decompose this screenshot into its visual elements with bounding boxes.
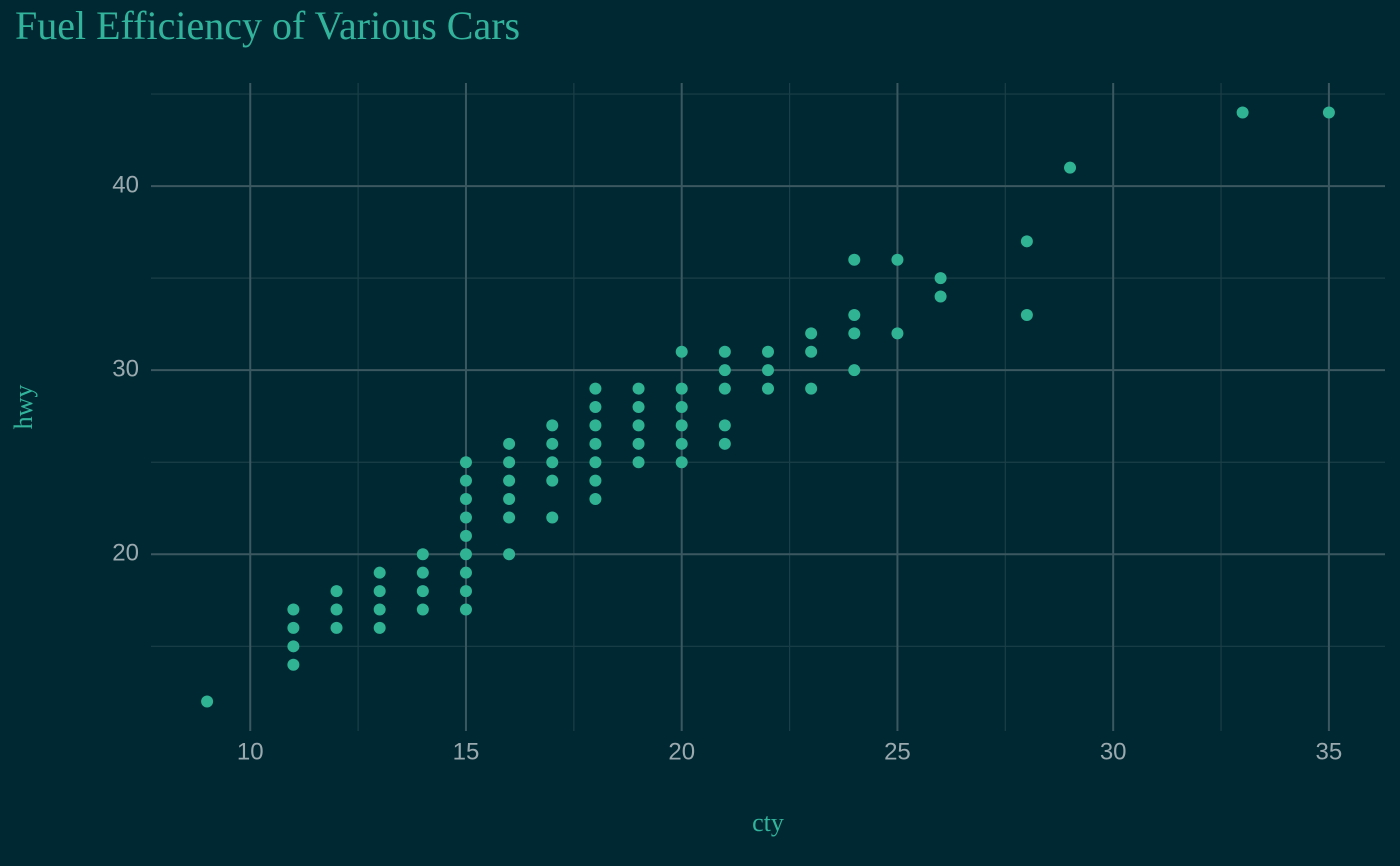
point — [762, 382, 774, 395]
point — [589, 493, 602, 506]
point — [1020, 308, 1033, 321]
point — [330, 621, 343, 634]
point — [718, 382, 731, 395]
point — [330, 585, 343, 598]
point — [330, 603, 343, 616]
point — [934, 290, 947, 303]
point — [632, 419, 645, 432]
point — [675, 382, 688, 395]
point — [201, 695, 214, 708]
chart-title: Fuel Efficiency of Various Cars — [15, 3, 520, 48]
point — [287, 621, 300, 634]
point — [1322, 106, 1335, 119]
point — [287, 640, 300, 653]
point — [1020, 235, 1033, 248]
point — [891, 253, 904, 266]
point — [675, 401, 688, 413]
point — [718, 437, 731, 450]
point — [416, 603, 429, 616]
point — [805, 327, 818, 340]
point — [287, 658, 300, 671]
point — [546, 437, 559, 450]
x-tick-label: 25 — [884, 738, 911, 765]
point — [1236, 106, 1249, 119]
point — [1064, 161, 1077, 174]
point — [632, 456, 645, 469]
point — [459, 456, 472, 469]
point — [589, 437, 602, 450]
point — [503, 493, 516, 506]
point — [762, 345, 774, 358]
point — [848, 253, 861, 266]
point — [589, 382, 602, 395]
point — [373, 585, 386, 598]
point — [416, 566, 429, 579]
point — [934, 272, 947, 285]
point — [546, 511, 559, 524]
y-tick-label: 40 — [112, 171, 139, 198]
point — [459, 566, 472, 579]
point — [546, 419, 559, 432]
x-axis-title: cty — [752, 808, 784, 837]
point — [459, 474, 472, 487]
point — [675, 345, 688, 358]
point — [459, 493, 472, 506]
point — [459, 603, 472, 616]
point — [848, 308, 861, 321]
point — [805, 382, 818, 395]
point — [762, 364, 774, 377]
point — [503, 548, 516, 561]
point — [373, 566, 386, 579]
point — [718, 419, 731, 432]
point — [459, 548, 472, 561]
point — [891, 327, 904, 340]
point — [459, 529, 472, 542]
points — [201, 106, 1335, 708]
x-tick-label: 20 — [668, 738, 695, 765]
point — [503, 437, 516, 450]
point — [589, 419, 602, 432]
point — [459, 585, 472, 598]
point — [632, 382, 645, 395]
point — [503, 474, 516, 487]
point — [589, 401, 602, 413]
point — [589, 474, 602, 487]
point — [848, 327, 861, 340]
point — [718, 345, 731, 358]
y-tick-label: 20 — [112, 540, 139, 567]
point — [459, 511, 472, 524]
point — [546, 474, 559, 487]
y-axis-title: hwy — [9, 385, 38, 430]
x-tick-label: 35 — [1316, 738, 1343, 765]
point — [503, 511, 516, 524]
point — [675, 456, 688, 469]
x-tick-label: 30 — [1100, 738, 1127, 765]
x-tick-label: 10 — [237, 738, 264, 765]
point — [546, 456, 559, 469]
point — [287, 603, 300, 616]
point — [848, 364, 861, 377]
point — [416, 585, 429, 598]
point — [589, 456, 602, 469]
point — [632, 401, 645, 413]
point — [718, 364, 731, 377]
point — [805, 345, 818, 358]
point — [416, 548, 429, 561]
point — [675, 419, 688, 432]
point — [675, 437, 688, 450]
x-tick-label: 15 — [453, 738, 480, 765]
point — [632, 437, 645, 450]
point — [503, 456, 516, 469]
y-tick-label: 30 — [112, 356, 139, 383]
point — [373, 621, 386, 634]
point — [373, 603, 386, 616]
